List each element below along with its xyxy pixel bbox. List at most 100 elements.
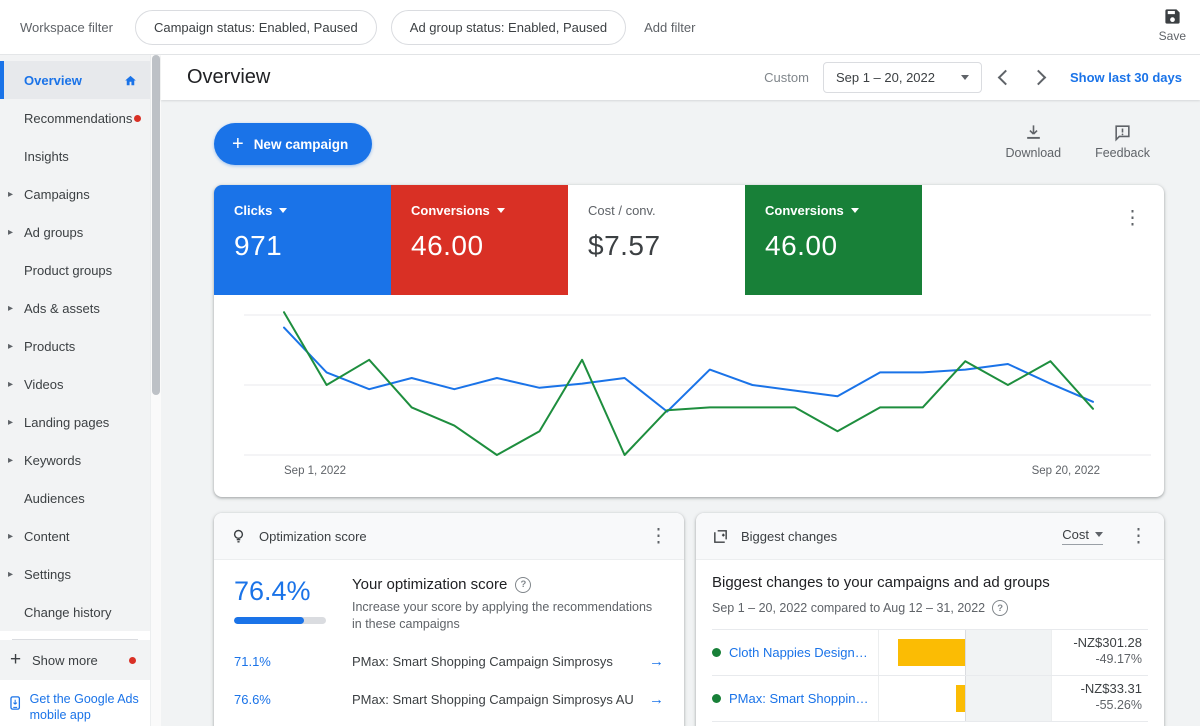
sidebar-item-audiences[interactable]: Audiences	[0, 479, 150, 517]
performance-summary-card: Clicks 971 Conversions 46.00 Cost / conv. $7.…	[214, 185, 1164, 497]
optimization-description: Increase your score by applying the reco…	[352, 600, 653, 631]
sidebar-item-change-history[interactable]: Change history	[0, 593, 150, 631]
more-options-icon[interactable]: ⋮	[1129, 525, 1148, 547]
sidebar-item-settings[interactable]: ▸ Settings	[0, 555, 150, 593]
save-icon	[1165, 9, 1180, 24]
sidebar-show-more[interactable]: + Show more	[0, 640, 150, 680]
sidebar-item-insights[interactable]: Insights	[0, 137, 150, 175]
x-axis-start-label: Sep 1, 2022	[284, 465, 347, 477]
biggest-changes-label: Biggest changes	[741, 528, 838, 544]
scorecard-cost-conv: Cost / conv. $7.57	[568, 185, 745, 295]
change-campaign-cell: Cloth Nappies Designe...	[712, 630, 879, 675]
campaign-score: 71.1%	[234, 654, 271, 670]
sidebar-item-landing-pages[interactable]: ▸ Landing pages	[0, 403, 150, 441]
sidebar-item-ads-assets[interactable]: ▸ Ads & assets	[0, 289, 150, 327]
scrollbar-thumb[interactable]	[152, 55, 160, 395]
sidebar-item-label: Settings	[24, 566, 71, 582]
scorecard-conversions[interactable]: Conversions 46.00	[745, 185, 922, 295]
optimization-score-value: 76.4%	[234, 576, 311, 606]
campaign-name: PMax: Smart Shopping Campaign Simprosys …	[352, 692, 634, 708]
sort-by-value: Cost	[1062, 527, 1089, 542]
expander-icon[interactable]: ▸	[8, 530, 14, 542]
sidebar-item-label: Ad groups	[24, 224, 84, 240]
campaign-link[interactable]: Cloth Nappies Designe...	[729, 645, 872, 660]
scorecard-metric-row[interactable]: Conversions	[765, 203, 922, 218]
help-icon[interactable]: ?	[515, 576, 532, 593]
scorecard-metric-label: Conversions	[765, 203, 844, 218]
sidebar-item-product-groups[interactable]: Product groups	[0, 251, 150, 289]
show-last-30-days-link[interactable]: Show last 30 days	[1070, 70, 1182, 85]
score-bar-fill	[234, 617, 305, 624]
add-filter-button[interactable]: Add filter	[644, 19, 696, 35]
sidebar-item-campaigns[interactable]: ▸ Campaigns	[0, 175, 150, 213]
sidebar-item-label: Content	[24, 528, 70, 544]
metric-scorecards: Clicks 971 Conversions 46.00 Cost / conv. $7.…	[214, 185, 1164, 295]
go-to-campaign-arrow-icon[interactable]: →	[649, 653, 664, 671]
expander-icon[interactable]: ▸	[8, 378, 14, 390]
home-icon	[125, 75, 136, 85]
filter-chip-campaign-status[interactable]: Campaign status: Enabled, Paused	[134, 9, 377, 45]
notification-dot	[129, 656, 136, 664]
sidebar-item-videos[interactable]: ▸ Videos	[0, 365, 150, 403]
scorecard-clicks[interactable]: Clicks 971	[214, 185, 391, 295]
sort-by-select[interactable]: Cost	[1062, 527, 1103, 545]
sidebar-scrollbar[interactable]	[150, 55, 161, 726]
more-options-icon[interactable]: ⋮	[1123, 208, 1142, 229]
campaign-link[interactable]: PMax: Smart Shopping...	[729, 691, 872, 706]
expander-icon[interactable]: ▸	[8, 188, 14, 200]
chevron-down-icon	[496, 208, 505, 213]
plus-icon: +	[10, 649, 22, 670]
optimization-header-label: Optimization score	[259, 528, 367, 544]
feedback-button[interactable]: Feedback	[1095, 123, 1150, 160]
sidebar-item-overview[interactable]: Overview	[0, 61, 150, 99]
filter-chip-ad-group-status[interactable]: Ad group status: Enabled, Paused	[390, 9, 627, 45]
sidebar-item-label: Ads & assets	[24, 300, 100, 316]
chevron-down-icon	[279, 208, 288, 213]
scorecard-conversions[interactable]: Conversions 46.00	[391, 185, 568, 295]
expander-icon[interactable]: ▸	[8, 340, 14, 352]
biggest-changes-card: Biggest changes Cost ⋮ Biggest changes t…	[696, 513, 1164, 726]
series-line-conversions	[283, 311, 1094, 456]
date-range-value: Sep 1 – 20, 2022	[835, 70, 935, 85]
mobile-app-link[interactable]: Get the Google Ads mobile app	[0, 680, 150, 726]
date-range-select[interactable]: Sep 1 – 20, 2022	[822, 62, 982, 93]
status-enabled-dot	[712, 694, 721, 703]
new-campaign-button[interactable]: + New campaign	[214, 123, 373, 165]
scorecard-value: 46.00	[765, 230, 838, 261]
change-bar	[956, 685, 965, 712]
sidebar-item-products[interactable]: ▸ Products	[0, 327, 150, 365]
sidebar-divider	[12, 639, 138, 640]
save-label: Save	[1158, 29, 1186, 43]
plus-icon: +	[232, 132, 244, 155]
phone-icon	[10, 696, 21, 710]
expander-icon[interactable]: ▸	[8, 416, 14, 428]
sidebar-item-ad-groups[interactable]: ▸ Ad groups	[0, 213, 150, 251]
more-options-icon[interactable]: ⋮	[649, 525, 668, 547]
sidebar-item-content[interactable]: ▸ Content	[0, 517, 150, 555]
scorecard-metric-label: Clicks	[234, 203, 273, 218]
help-icon[interactable]: ?	[992, 600, 1009, 616]
scorecard-metric-label: Cost / conv.	[588, 203, 656, 218]
sidebar-item-label: Landing pages	[24, 414, 110, 430]
scorecard-metric-row[interactable]: Conversions	[411, 203, 568, 218]
download-button[interactable]: Download	[1006, 123, 1061, 160]
next-period-button[interactable]	[1030, 69, 1047, 86]
sidebar-item-label: Product groups	[24, 262, 113, 278]
expander-icon[interactable]: ▸	[8, 454, 14, 466]
expander-icon[interactable]: ▸	[8, 568, 14, 580]
chevron-down-icon	[1095, 532, 1103, 537]
go-to-campaign-arrow-icon[interactable]: →	[649, 691, 664, 709]
sidebar: Overview Recommendations Insights ▸ Campaign…	[0, 55, 150, 726]
expander-icon[interactable]: ▸	[8, 226, 14, 238]
sidebar-item-recommendations[interactable]: Recommendations	[0, 99, 150, 137]
scorecard-metric-row[interactable]: Clicks	[234, 203, 391, 218]
campaign-score-row: 76.6% PMax: Smart Shopping Campaign Simpr…	[234, 681, 664, 719]
table-row: Cloth Nappies Designe... -NZ$301.28 -49.17…	[712, 630, 1148, 676]
page-header: Overview Custom Sep 1 – 20, 2022 Show la…	[161, 55, 1200, 100]
sidebar-item-keywords[interactable]: ▸ Keywords	[0, 441, 150, 479]
change-percent: -55.26%	[1095, 698, 1142, 712]
previous-period-button[interactable]	[997, 69, 1014, 86]
expander-icon[interactable]: ▸	[8, 302, 14, 314]
save-button[interactable]: Save	[1159, 7, 1186, 43]
